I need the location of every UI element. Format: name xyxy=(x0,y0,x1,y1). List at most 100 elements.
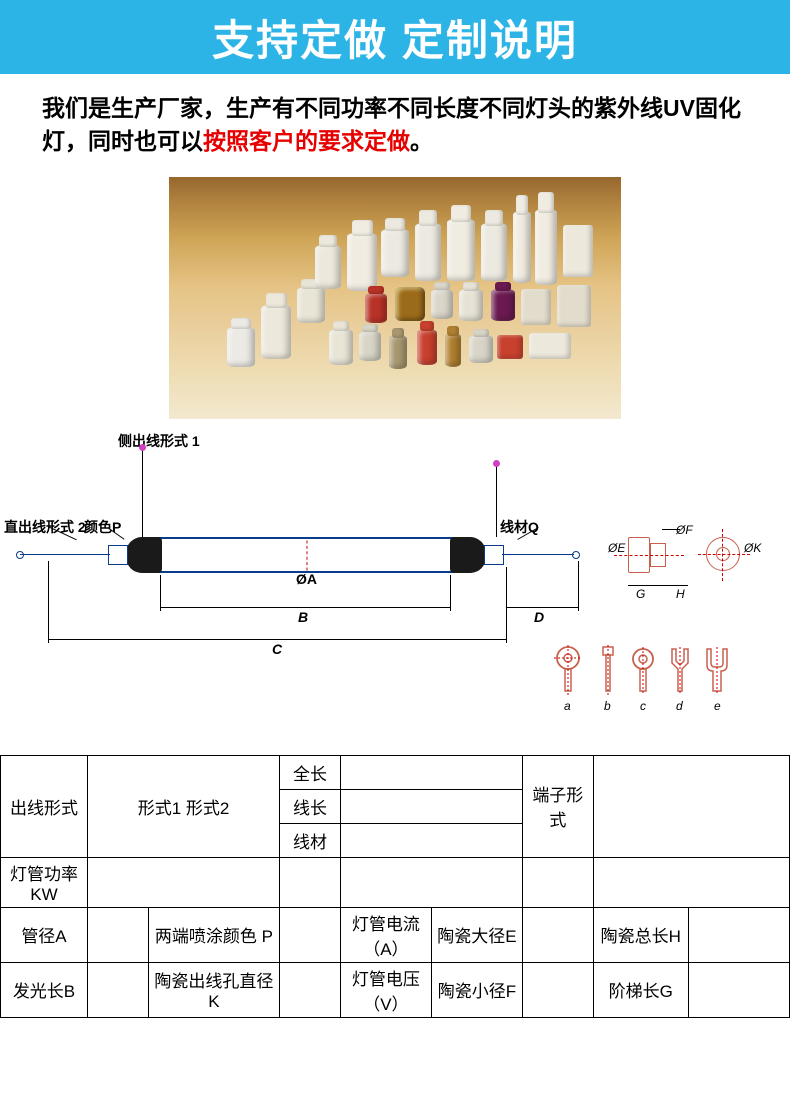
H-line xyxy=(650,585,688,586)
callout-dot xyxy=(493,460,500,467)
component xyxy=(563,225,593,277)
component xyxy=(469,335,493,363)
table-cell xyxy=(87,857,279,907)
table-cell: 出线形式 xyxy=(1,755,88,857)
ceramic-axis-h xyxy=(698,554,750,555)
ceramic-axis xyxy=(614,555,684,556)
component xyxy=(389,335,407,369)
wire-terminal-right xyxy=(572,551,580,559)
table-cell xyxy=(340,789,522,823)
banner: 支持定做 定制说明 xyxy=(0,0,790,74)
dim-phiA xyxy=(307,540,308,570)
component xyxy=(315,245,341,289)
label-phiE: ØE xyxy=(608,541,625,555)
wire-right xyxy=(502,554,574,556)
table-cell: 端子形式 xyxy=(522,755,593,857)
wire-terminal-left xyxy=(16,551,24,559)
technical-diagram: 侧出线形式 1 直出线形式 2 颜色P 线材Q ØA B C D ØE ØF G… xyxy=(0,429,790,749)
table-cell: 陶瓷大径E xyxy=(431,907,522,962)
component xyxy=(329,329,353,365)
table-cell xyxy=(340,857,522,907)
components-photo xyxy=(169,177,621,419)
dim-C-l xyxy=(48,561,49,643)
callout-dot xyxy=(139,444,146,451)
component xyxy=(227,327,255,367)
label-G: G xyxy=(636,587,645,601)
label-B: B xyxy=(298,609,308,625)
table-cell xyxy=(688,962,789,1017)
component xyxy=(297,287,325,323)
table-cell: 陶瓷小径F xyxy=(431,962,522,1017)
spec-table: 出线形式形式1 形式2全长端子形式线长线材灯管功率KW管径A两端喷涂颜色 P灯管… xyxy=(0,755,790,1018)
component xyxy=(365,293,387,323)
label-e: e xyxy=(714,699,721,713)
terminal-e xyxy=(704,647,730,695)
table-cell xyxy=(688,907,789,962)
table-cell: 灯管功率KW xyxy=(1,857,88,907)
table-cell: 发光长B xyxy=(1,962,88,1017)
component xyxy=(521,289,551,325)
table-cell xyxy=(340,755,522,789)
dim-C-r xyxy=(506,567,507,643)
dim-D-r xyxy=(578,561,579,611)
label-side-out-1: 侧出线形式 1 xyxy=(118,431,200,451)
lamp-end-right xyxy=(450,537,486,573)
table-cell: 陶瓷出线孔直径K xyxy=(148,962,280,1017)
component xyxy=(445,333,461,367)
table-cell xyxy=(87,962,148,1017)
terminal-c xyxy=(630,647,656,695)
label-phiK: ØK xyxy=(744,541,761,555)
component xyxy=(395,287,425,321)
table-cell xyxy=(522,907,593,962)
component xyxy=(529,333,571,359)
label-d: d xyxy=(676,699,683,713)
component xyxy=(359,331,381,361)
component xyxy=(459,289,483,321)
label-straight-out-2: 直出线形式 2 xyxy=(4,517,86,537)
table-cell: 全长 xyxy=(280,755,341,789)
dim-C xyxy=(48,639,506,640)
G-line xyxy=(628,585,650,586)
dim-B xyxy=(160,607,450,608)
label-b: b xyxy=(604,699,611,713)
table-cell xyxy=(593,857,789,907)
intro-text: 我们是生产厂家，生产有不同功率不同长度不同灯头的紫外线UV固化灯，同时也可以按照… xyxy=(0,74,790,169)
label-phiF: ØF xyxy=(676,523,693,537)
label-D: D xyxy=(534,609,544,625)
table-cell xyxy=(522,962,593,1017)
table-cell: 灯管电流（A） xyxy=(340,907,431,962)
component xyxy=(415,223,441,281)
terminal-b xyxy=(598,645,618,695)
terminal-d xyxy=(668,647,692,695)
table-cell xyxy=(87,907,148,962)
dim-B-r xyxy=(450,575,451,611)
table-cell xyxy=(340,823,522,857)
label-C: C xyxy=(272,641,282,657)
lamp-end-left xyxy=(126,537,162,573)
component xyxy=(381,229,409,277)
wire-left xyxy=(20,554,110,556)
table-cell xyxy=(280,962,341,1017)
component xyxy=(261,305,291,359)
table-cell xyxy=(522,857,593,907)
table-cell: 陶瓷总长H xyxy=(593,907,688,962)
table-cell: 线材 xyxy=(280,823,341,857)
component xyxy=(557,285,591,327)
table-cell xyxy=(280,907,341,962)
table-cell: 两端喷涂颜色 P xyxy=(148,907,280,962)
ceramic-left xyxy=(108,545,128,565)
dim-D xyxy=(506,607,578,608)
callout-line xyxy=(142,449,143,537)
component xyxy=(447,219,475,281)
component xyxy=(513,211,531,283)
intro-part3: 。 xyxy=(410,128,433,154)
table-cell: 管径A xyxy=(1,907,88,962)
intro-highlight: 按照客户的要求定做 xyxy=(203,128,410,154)
banner-text: 支持定做 定制说明 xyxy=(212,7,578,68)
table-cell: 形式1 形式2 xyxy=(87,755,279,857)
table-cell: 阶梯长G xyxy=(593,962,688,1017)
component xyxy=(491,289,515,321)
terminal-a xyxy=(554,645,582,695)
table-cell: 灯管电压（V） xyxy=(340,962,431,1017)
ceramic-right xyxy=(484,545,504,565)
